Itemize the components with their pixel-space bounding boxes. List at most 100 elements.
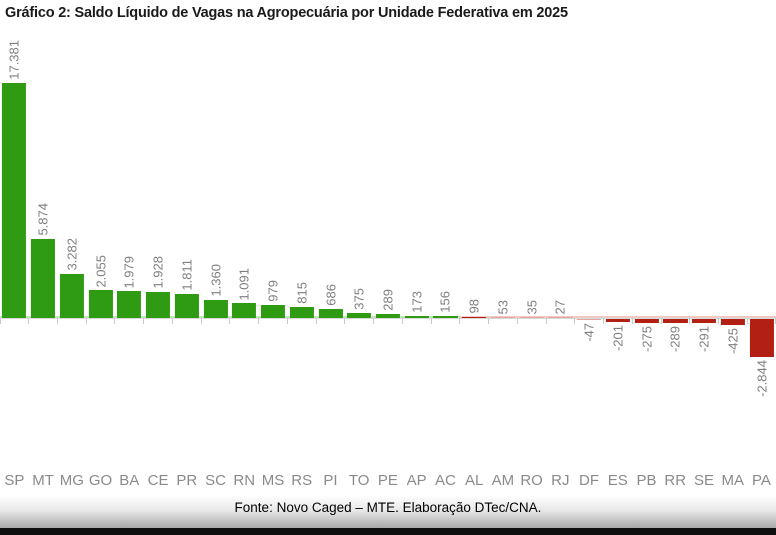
footer-band: Fonte: Novo Caged – MTE. Elaboração DTec… (0, 496, 776, 528)
bar-CE (146, 291, 171, 318)
axis-tick (143, 318, 145, 324)
x-axis-label-MS: MS (261, 472, 285, 489)
bar-PE (375, 314, 401, 318)
axis-tick (114, 318, 116, 324)
bar-SE (692, 319, 717, 323)
x-axis-label-AM: AM (491, 472, 515, 489)
x-axis-label-SC: SC (205, 472, 226, 489)
bar-cell-MG: 3.282 (57, 30, 86, 465)
bar-PR (174, 293, 199, 318)
bar-GO (88, 290, 113, 318)
bar-TO (347, 312, 372, 318)
x-axis-label-PB: PB (636, 472, 657, 489)
bar-RN (232, 303, 257, 318)
axis-tick (718, 318, 720, 324)
x-axis-label-BA: BA (119, 472, 140, 489)
bar-RJ (548, 317, 573, 318)
bar-value-text: 156 (437, 291, 453, 313)
bar-AC (433, 315, 458, 318)
bar-DF (577, 319, 602, 320)
bar-cell-DF: -47 (575, 30, 604, 465)
bar-PA (749, 319, 774, 358)
axis-tick (373, 318, 375, 324)
axis-tick (430, 318, 432, 324)
bar-value-label-DF: -47 (582, 323, 597, 342)
bar-value-label-PB: -275 (639, 326, 654, 352)
bar-value-text: -201 (610, 324, 626, 351)
bar-cell-RO: 35 (517, 30, 546, 465)
bar-value-text: 1.091 (236, 267, 252, 301)
bar-MG (59, 273, 84, 318)
x-axis-label-DF: DF (579, 472, 600, 489)
axis-tick (286, 318, 288, 324)
bar-SC (203, 299, 228, 318)
x-axis-label-CE: CE (147, 472, 169, 489)
axis-tick (258, 318, 260, 324)
bar-value-text: -425 (725, 327, 741, 354)
bar-value-label-RO: 35 (524, 300, 539, 314)
bar-value-label-RS: 815 (294, 282, 310, 304)
bar-ES (605, 319, 630, 322)
bar-cell-MT: 5.874 (29, 30, 58, 465)
bar-cell-SC: 1.360 (201, 30, 230, 465)
axis-tick (200, 318, 202, 324)
bar-cell-RN: 1.091 (230, 30, 259, 465)
axis-tick (401, 318, 403, 324)
bar-cell-PI: 686 (316, 30, 345, 465)
x-axis-label-PE: PE (377, 472, 398, 489)
bar-value-label-PA: -2.844 (754, 360, 770, 398)
bar-value-text: 53 (495, 299, 511, 314)
bar-value-text: 2.055 (93, 254, 109, 288)
bar-value-text: 1.811 (179, 258, 195, 291)
bar-value-label-AC: 156 (437, 291, 453, 313)
bar-value-text: 17.381 (6, 40, 22, 80)
bar-value-text: 815 (294, 282, 310, 304)
source-note: Fonte: Novo Caged – MTE. Elaboração DTec… (234, 500, 542, 515)
bar-value-label-PE: 289 (380, 289, 396, 312)
bar-cell-SP: 17.381 (0, 30, 29, 465)
bar-value-label-MT: 5.874 (35, 203, 51, 236)
bar-cell-AL: 98 (460, 30, 489, 465)
x-axis-line (0, 318, 776, 319)
bar-cell-CE: 1.928 (144, 30, 173, 465)
x-axis-label-PI: PI (323, 472, 338, 489)
axis-tick (603, 318, 605, 324)
bar-cell-MS: 979 (259, 30, 288, 465)
x-axis-label-MA: MA (721, 472, 744, 489)
bar-cell-TO: 375 (345, 30, 374, 465)
bar-value-text: 1.360 (208, 264, 224, 297)
bar-value-label-RN: 1.091 (236, 267, 252, 301)
bar-value-label-AL: 98 (467, 299, 482, 313)
axis-tick (459, 318, 461, 324)
x-axis-label-MG: MG (59, 472, 84, 489)
bar-value-text: 289 (380, 289, 396, 312)
axis-tick (315, 318, 317, 324)
bar-value-label-AP: 173 (409, 290, 425, 313)
x-axis-label-SP: SP (4, 472, 25, 489)
bar-value-text: 5.874 (35, 203, 51, 236)
bar-cell-MA: -425 (719, 30, 748, 465)
bar-cell-PR: 1.811 (172, 30, 201, 465)
axis-tick (0, 318, 1, 324)
bar-value-text: 1.928 (150, 256, 166, 289)
bar-cell-BA: 1.979 (115, 30, 144, 465)
bar-value-label-MA: -425 (725, 327, 741, 354)
x-axis-label-RN: RN (233, 472, 256, 489)
axis-tick (488, 318, 490, 324)
bar-value-text: -291 (696, 325, 712, 352)
x-axis-label-PR: PR (176, 472, 198, 489)
bar-value-text: 173 (409, 290, 425, 313)
bar-AM (490, 317, 515, 318)
bar-value-text: 1.979 (121, 255, 137, 289)
bar-cell-PE: 289 (374, 30, 403, 465)
axis-tick (171, 318, 173, 324)
bar-RO (519, 317, 544, 318)
bar-cell-AM: 53 (489, 30, 518, 465)
bar-MA (720, 319, 745, 325)
axis-tick (545, 318, 547, 324)
bar-value-text: -2.844 (754, 360, 770, 398)
bar-value-label-SE: -291 (696, 325, 712, 352)
x-axis-labels: SP MT MG GO BA CE PR SC RN MS RS PI TO PE AP AC AL AM RO RJ… (0, 471, 776, 491)
bar-value-text: 375 (351, 288, 367, 310)
axis-tick (660, 318, 662, 324)
